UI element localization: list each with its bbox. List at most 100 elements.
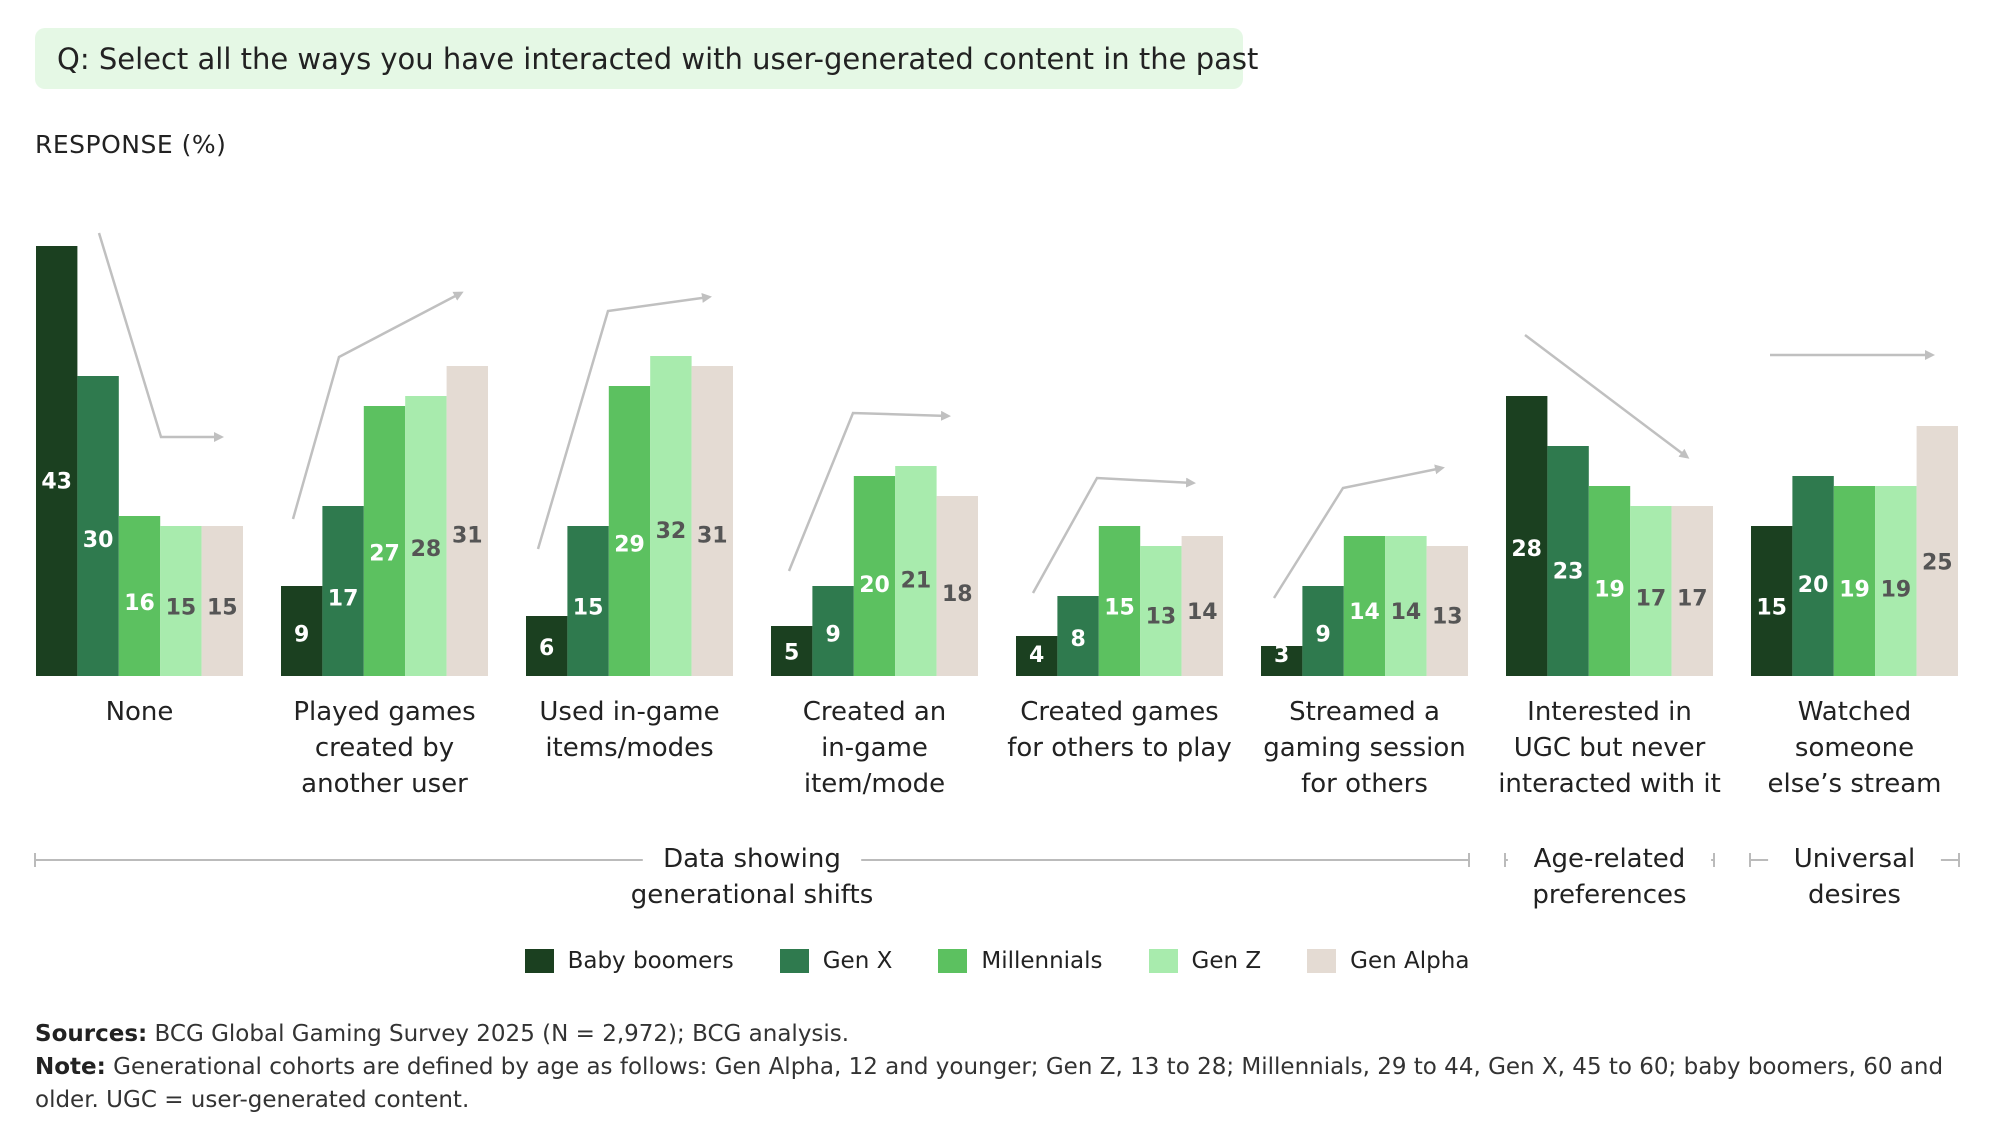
bar-millennials bbox=[363, 406, 406, 676]
bar-gen-x bbox=[1547, 446, 1589, 676]
legend-swatch bbox=[1307, 949, 1337, 973]
y-axis-label: RESPONSE (%) bbox=[35, 130, 227, 159]
legend-swatch bbox=[524, 949, 554, 973]
data-label: 15 bbox=[1756, 596, 1787, 621]
category-label: Created games for others to play bbox=[1007, 697, 1232, 763]
data-label: 4 bbox=[1029, 643, 1044, 668]
data-label: 31 bbox=[697, 524, 728, 549]
data-label: 21 bbox=[901, 569, 932, 594]
data-label: 43 bbox=[41, 470, 72, 495]
data-label: 27 bbox=[369, 542, 400, 567]
trend-arrow bbox=[291, 291, 464, 520]
data-label: 20 bbox=[859, 573, 890, 598]
trend-arrow bbox=[1031, 476, 1196, 594]
bar-gen-z bbox=[160, 526, 202, 676]
data-label: 29 bbox=[614, 533, 645, 558]
data-label: 28 bbox=[411, 537, 442, 562]
trend-arrow bbox=[1272, 464, 1445, 599]
question-text: Q: Select all the ways you have interact… bbox=[57, 41, 1259, 76]
bar-millennials bbox=[1833, 486, 1876, 676]
bar-millennials bbox=[1098, 526, 1141, 676]
data-label: 32 bbox=[656, 519, 687, 544]
bar-millennials bbox=[118, 516, 161, 676]
legend: Baby boomers Gen X Millennials Gen Z Gen… bbox=[0, 948, 1994, 974]
bar-millennials bbox=[1343, 536, 1386, 676]
legend-label: Gen Z bbox=[1191, 948, 1262, 974]
data-label: 19 bbox=[1594, 578, 1625, 603]
bar-baby-boomers bbox=[771, 626, 813, 676]
note-label: Note: bbox=[35, 1054, 106, 1080]
bar-gen-alpha bbox=[936, 496, 978, 676]
data-label: 17 bbox=[328, 587, 359, 612]
data-label: 28 bbox=[1511, 537, 1542, 562]
bar-millennials bbox=[853, 476, 896, 676]
bar-gen-alpha bbox=[446, 366, 488, 676]
legend-swatch bbox=[779, 949, 809, 973]
bar-gen-z bbox=[1385, 536, 1427, 676]
data-label: 30 bbox=[83, 528, 114, 553]
sources-text: BCG Global Gaming Survey 2025 (N = 2,972… bbox=[154, 1021, 850, 1047]
data-label: 15 bbox=[207, 596, 238, 621]
group-universal-desires-label: Universal desires bbox=[1794, 844, 1916, 910]
data-label: 17 bbox=[1636, 587, 1667, 612]
legend-swatch bbox=[938, 949, 968, 973]
data-label: 9 bbox=[294, 623, 309, 648]
bar-gen-x bbox=[1302, 586, 1344, 676]
legend-item-millennials: Millennials bbox=[938, 948, 1103, 974]
trend-arrow bbox=[536, 293, 712, 550]
bar-gen-x bbox=[77, 376, 119, 676]
data-label: 13 bbox=[1146, 605, 1177, 630]
bar-gen-alpha bbox=[1181, 536, 1223, 676]
data-label: 19 bbox=[1839, 578, 1870, 603]
category-label: Created an in-game item/mode bbox=[803, 697, 947, 799]
data-label: 31 bbox=[452, 524, 483, 549]
bar-baby-boomers bbox=[1751, 526, 1793, 676]
bar-gen-alpha bbox=[201, 526, 243, 676]
group-age-related-preferences-label: Age-related preferences bbox=[1532, 844, 1686, 910]
bar-millennials bbox=[1588, 486, 1631, 676]
data-label: 17 bbox=[1677, 587, 1708, 612]
data-label: 15 bbox=[573, 596, 604, 621]
data-label: 14 bbox=[1187, 600, 1218, 625]
category-label: None bbox=[106, 697, 174, 727]
category-label: Played games created by another user bbox=[293, 697, 475, 799]
bar-gen-x bbox=[812, 586, 854, 676]
trend-arrow bbox=[1524, 334, 1690, 459]
bar-millennials bbox=[608, 386, 651, 676]
bar-gen-z bbox=[650, 356, 692, 676]
data-label: 3 bbox=[1274, 643, 1289, 668]
legend-item-gen-z: Gen Z bbox=[1148, 948, 1262, 974]
question-banner: Q: Select all the ways you have interact… bbox=[35, 28, 1258, 89]
legend-label: Baby boomers bbox=[567, 948, 734, 974]
bar-baby-boomers bbox=[1506, 396, 1548, 676]
data-label: 8 bbox=[1070, 627, 1085, 652]
category-label: Streamed a gaming session for others bbox=[1263, 697, 1465, 799]
legend-swatch bbox=[1148, 949, 1178, 973]
data-label: 20 bbox=[1798, 573, 1829, 598]
bar-gen-x bbox=[322, 506, 364, 676]
category-label: Watched someone else’s stream bbox=[1768, 697, 1942, 799]
bar-gen-z bbox=[1875, 486, 1917, 676]
bar-gen-z bbox=[895, 466, 937, 676]
data-label: 5 bbox=[784, 641, 799, 666]
bar-gen-x bbox=[1792, 476, 1834, 676]
legend-label: Gen Alpha bbox=[1350, 948, 1470, 974]
footnotes: Sources: BCG Global Gaming Survey 2025 (… bbox=[35, 1018, 1965, 1117]
data-label: 23 bbox=[1553, 560, 1584, 585]
bar-gen-z bbox=[1630, 506, 1672, 676]
sources-label: Sources: bbox=[35, 1021, 148, 1047]
bar-gen-z bbox=[1140, 546, 1182, 676]
bar-baby-boomers bbox=[1016, 636, 1058, 676]
data-label: 25 bbox=[1922, 551, 1953, 576]
legend-label: Millennials bbox=[981, 948, 1103, 974]
data-label: 9 bbox=[1315, 623, 1330, 648]
data-label: 19 bbox=[1881, 578, 1912, 603]
note-line: Note: Generational cohorts are defined b… bbox=[35, 1051, 1965, 1117]
data-label: 14 bbox=[1391, 600, 1422, 625]
bar-gen-alpha bbox=[1671, 506, 1713, 676]
group-data-showing-generational-shifts-label: Data showing generational shifts bbox=[631, 844, 874, 910]
data-label: 6 bbox=[539, 636, 554, 661]
note-text: Generational cohorts are defined by age … bbox=[35, 1054, 1944, 1113]
data-label: 18 bbox=[942, 582, 973, 607]
